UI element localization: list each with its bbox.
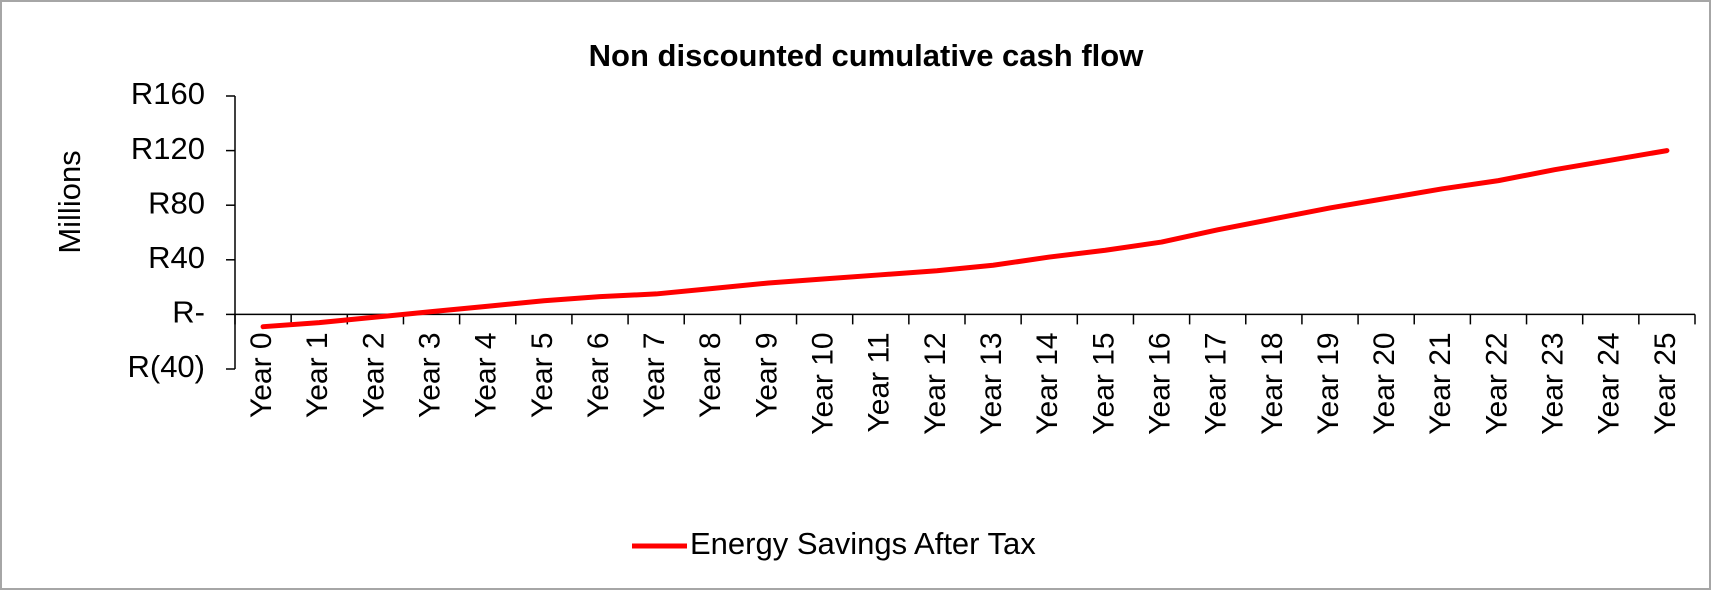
x-tick-label: Year 10 [807,332,840,434]
x-tick-label: Year 13 [975,332,1008,434]
x-tick-label: Year 11 [863,332,896,432]
x-tick-label: Year 1 [301,332,334,418]
y-tick-label: R40 [148,240,205,275]
x-tick-label: Year 4 [470,332,503,418]
x-tick-label: Year 22 [1480,332,1513,434]
x-tick-label: Year 19 [1312,332,1345,434]
x-tick-label: Year 12 [919,332,952,434]
x-tick-label: Year 6 [582,332,615,418]
x-tick-label: Year 14 [1031,332,1064,434]
y-tick-label: R120 [131,131,205,166]
x-tick-label: Year 3 [413,332,446,418]
y-tick-label: R(40) [127,349,205,384]
x-tick-label: Year 20 [1368,332,1401,434]
x-tick-label: Year 18 [1256,332,1289,434]
y-tick-label: R160 [131,76,205,111]
x-tick-label: Year 9 [750,332,783,418]
x-tick-label: Year 15 [1087,332,1120,434]
x-tick-label: Year 8 [694,332,727,418]
x-tick-label: Year 5 [526,332,559,418]
x-tick-label: Year 0 [245,332,278,418]
x-tick-label: Year 16 [1143,332,1176,434]
y-tick-label: R- [172,295,205,330]
x-tick-label: Year 17 [1200,332,1233,434]
y-axis-title: Millions [52,150,87,253]
x-tick-label: Year 2 [357,332,390,418]
legend-label: Energy Savings After Tax [690,526,1036,561]
chart-title: Non discounted cumulative cash flow [589,38,1145,73]
x-tick-label: Year 24 [1593,332,1626,434]
x-tick-label: Year 23 [1537,332,1570,434]
x-tick-label: Year 21 [1424,332,1457,434]
series-line [260,148,1670,330]
y-tick-label: R80 [148,185,205,220]
x-tick-label: Year 7 [638,332,671,418]
x-tick-label: Year 25 [1649,332,1682,434]
